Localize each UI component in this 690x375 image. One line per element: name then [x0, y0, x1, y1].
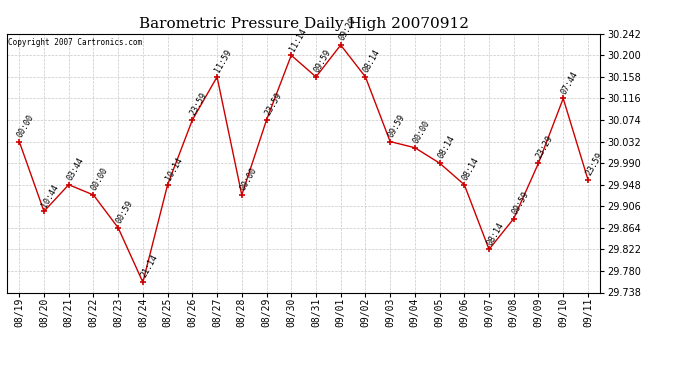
Text: 10:14: 10:14 — [164, 156, 184, 182]
Text: 11:14: 11:14 — [288, 26, 308, 53]
Text: 23:29: 23:29 — [535, 134, 555, 160]
Text: 00:59: 00:59 — [115, 199, 135, 225]
Text: 00:00: 00:00 — [90, 166, 110, 192]
Text: 00:00: 00:00 — [411, 119, 431, 145]
Title: Barometric Pressure Daily High 20070912: Barometric Pressure Daily High 20070912 — [139, 17, 469, 31]
Text: 08:14: 08:14 — [436, 134, 456, 160]
Text: 03:44: 03:44 — [65, 156, 86, 182]
Text: 10:44: 10:44 — [40, 183, 61, 209]
Text: 00:00: 00:00 — [16, 112, 36, 139]
Text: 11:59: 11:59 — [213, 48, 234, 74]
Text: 08:14: 08:14 — [461, 156, 481, 182]
Text: 09:29: 09:29 — [337, 16, 357, 42]
Text: 09:59: 09:59 — [510, 190, 531, 216]
Text: Copyright 2007 Cartronics.com: Copyright 2007 Cartronics.com — [8, 38, 142, 46]
Text: 21:14: 21:14 — [139, 253, 159, 279]
Text: 09:59: 09:59 — [386, 112, 407, 139]
Text: 08:14: 08:14 — [485, 220, 506, 247]
Text: 09:59: 09:59 — [313, 48, 333, 74]
Text: 23:59: 23:59 — [188, 91, 209, 117]
Text: 07:44: 07:44 — [560, 69, 580, 96]
Text: 23:59: 23:59 — [263, 91, 283, 117]
Text: 00:00: 00:00 — [238, 166, 259, 192]
Text: 08:14: 08:14 — [362, 48, 382, 74]
Text: 23:59: 23:59 — [584, 151, 604, 177]
